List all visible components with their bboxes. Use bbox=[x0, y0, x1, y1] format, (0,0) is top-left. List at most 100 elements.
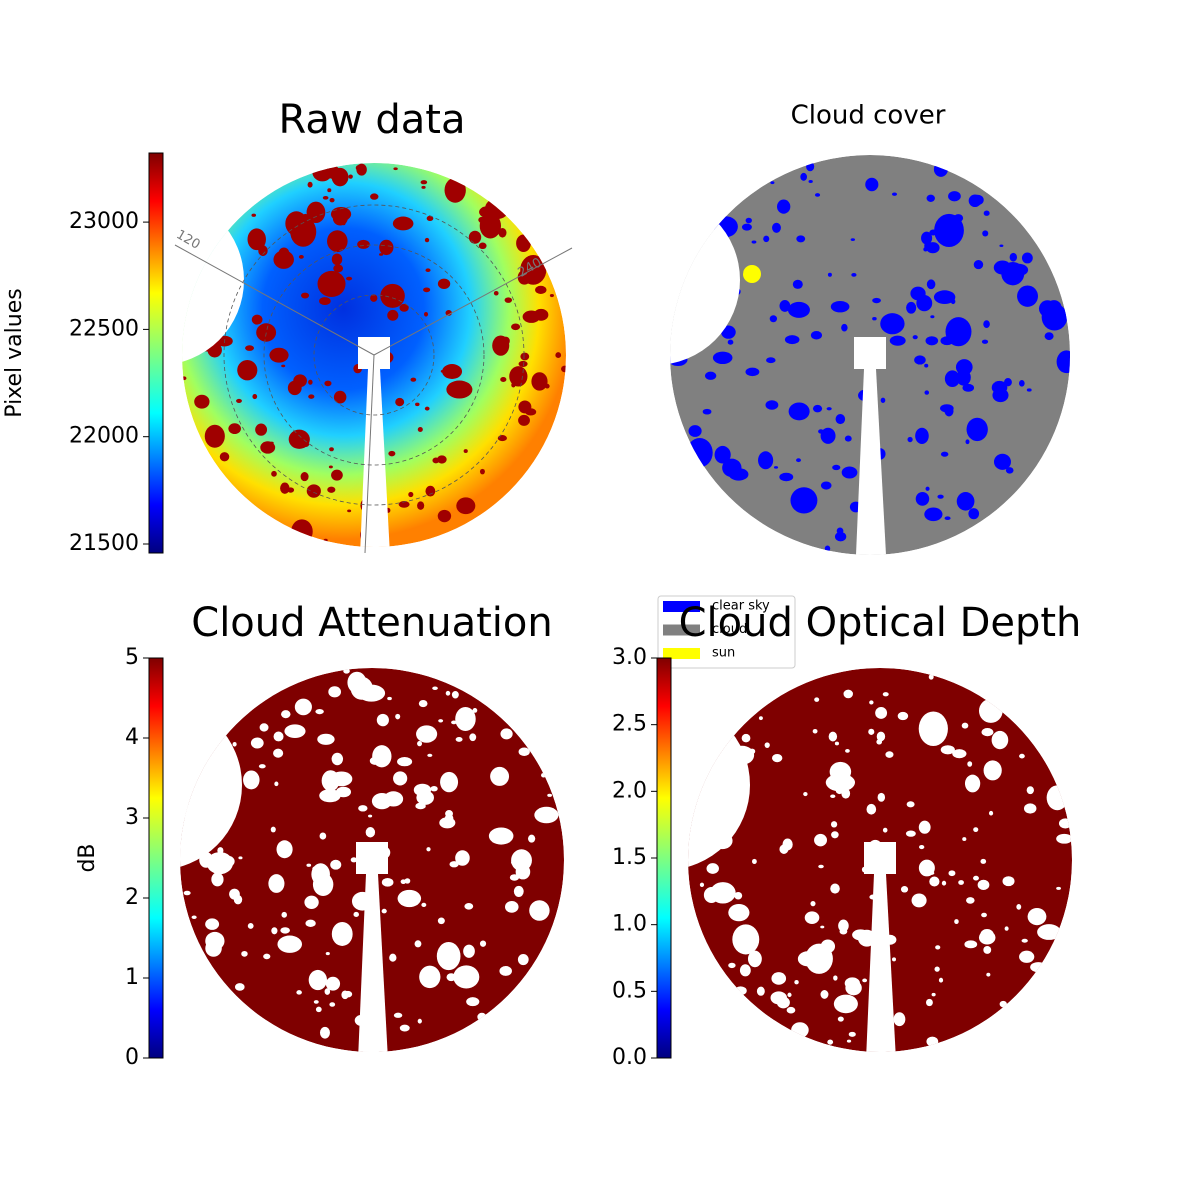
blotch bbox=[518, 414, 530, 426]
blotch bbox=[977, 879, 990, 890]
blotch bbox=[241, 950, 248, 957]
blotch bbox=[301, 441, 310, 447]
blotch bbox=[347, 509, 352, 513]
blotch bbox=[455, 706, 476, 731]
blotch bbox=[818, 864, 824, 869]
blotch bbox=[315, 708, 324, 715]
legend-label: sun bbox=[712, 646, 735, 661]
blotch bbox=[850, 238, 856, 241]
blotch bbox=[893, 1012, 906, 1027]
blotch bbox=[463, 449, 468, 453]
blotch bbox=[260, 441, 276, 454]
blotch bbox=[699, 882, 705, 887]
blotch bbox=[493, 290, 499, 296]
blotch bbox=[808, 180, 813, 183]
blotch bbox=[350, 857, 358, 863]
blotch bbox=[398, 501, 410, 508]
mask-mount bbox=[356, 842, 388, 874]
blotch bbox=[446, 380, 473, 399]
blotch bbox=[234, 983, 245, 991]
blotch bbox=[549, 293, 554, 298]
blotch bbox=[940, 404, 954, 413]
blotch bbox=[495, 833, 507, 844]
blotch bbox=[756, 986, 765, 996]
blotch bbox=[525, 408, 537, 416]
blotch bbox=[770, 181, 775, 185]
blotch bbox=[1046, 785, 1068, 811]
blotch bbox=[938, 977, 944, 983]
blotch bbox=[211, 872, 224, 887]
tick-label: 2 bbox=[125, 885, 139, 910]
blotch bbox=[420, 180, 428, 185]
tick-label: 4 bbox=[125, 725, 139, 750]
blotch bbox=[900, 886, 909, 893]
blotch bbox=[1056, 833, 1072, 844]
blotch bbox=[315, 1006, 322, 1013]
blotch bbox=[328, 686, 342, 698]
blotch bbox=[436, 941, 461, 971]
blotch bbox=[327, 188, 332, 193]
blotch bbox=[251, 213, 257, 217]
blotch bbox=[464, 903, 474, 910]
blotch bbox=[417, 740, 423, 747]
blotch bbox=[237, 359, 258, 381]
mask-arm bbox=[856, 369, 886, 555]
blotch bbox=[1021, 938, 1028, 943]
blotch bbox=[980, 928, 994, 941]
panel-title: Cloud cover bbox=[791, 101, 946, 131]
blotch bbox=[357, 239, 370, 249]
blotch bbox=[779, 299, 791, 312]
blotch bbox=[323, 538, 328, 542]
blotch bbox=[300, 471, 309, 482]
blotch bbox=[417, 1018, 422, 1024]
blotch bbox=[356, 163, 367, 176]
blotch bbox=[933, 161, 948, 177]
blotch bbox=[844, 435, 852, 442]
blotch bbox=[933, 290, 956, 305]
blotch bbox=[308, 969, 327, 991]
blotch bbox=[820, 481, 832, 490]
blotch bbox=[833, 994, 858, 1014]
blotch bbox=[478, 242, 487, 250]
blotch bbox=[978, 698, 1003, 723]
blotch bbox=[916, 294, 933, 312]
legend-swatch bbox=[663, 624, 700, 636]
blotch bbox=[945, 317, 972, 347]
blotch bbox=[387, 696, 392, 701]
tick-label: 5 bbox=[125, 645, 139, 670]
blotch bbox=[296, 990, 302, 995]
sky-image bbox=[182, 163, 566, 547]
blotch bbox=[421, 185, 426, 189]
blotch bbox=[437, 509, 452, 523]
polar-label: 120 bbox=[173, 227, 202, 252]
blotch bbox=[714, 445, 731, 464]
mask-arm bbox=[866, 874, 896, 1052]
colorbar-label: dB bbox=[75, 843, 100, 872]
blotch bbox=[325, 976, 341, 991]
blotch bbox=[812, 728, 818, 734]
blotch bbox=[788, 402, 810, 421]
blotch bbox=[875, 707, 888, 719]
blotch bbox=[1023, 803, 1037, 814]
blotch bbox=[322, 196, 329, 200]
blotch bbox=[827, 1039, 834, 1045]
legend-swatch bbox=[663, 601, 700, 612]
blotch bbox=[276, 840, 293, 859]
blotch bbox=[832, 464, 841, 471]
blotch bbox=[992, 388, 1009, 403]
blotch bbox=[925, 336, 939, 346]
blotch bbox=[865, 177, 879, 192]
blotch bbox=[956, 369, 971, 386]
blotch bbox=[967, 761, 973, 767]
blotch bbox=[387, 309, 399, 321]
blotch bbox=[399, 303, 409, 312]
blotch bbox=[251, 314, 263, 325]
blotch bbox=[442, 364, 463, 380]
blotch bbox=[1066, 351, 1070, 359]
blotch bbox=[389, 953, 397, 962]
blotch bbox=[284, 724, 306, 739]
blotch bbox=[882, 827, 888, 833]
blotch bbox=[926, 279, 936, 290]
blotch bbox=[330, 206, 352, 222]
blotch bbox=[469, 733, 477, 742]
